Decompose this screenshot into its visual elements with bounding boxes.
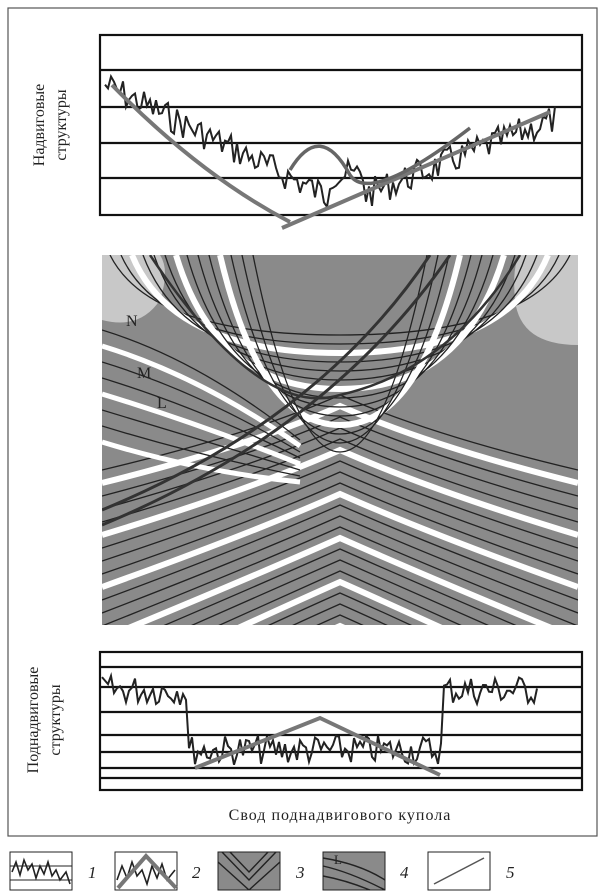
legend-inset-label: L [334, 852, 342, 867]
layer-line [230, 255, 450, 435]
layer-line [102, 460, 578, 549]
layer-line [252, 255, 428, 453]
legend-label: 1 [88, 863, 97, 882]
legend-label: 4 [400, 863, 409, 882]
layer-line [163, 548, 517, 625]
panel-label: Надвиговые [31, 84, 48, 166]
layer-line [102, 438, 578, 523]
layer-line [102, 377, 301, 459]
legend: 1 2 3 L 4 5 [9, 851, 515, 891]
legend-label: 5 [506, 863, 515, 882]
layer-line [102, 439, 301, 485]
legend-icon [433, 857, 485, 885]
layer-line [217, 255, 463, 429]
fault [102, 255, 452, 527]
top-panel: Надвиговые структуры [31, 33, 584, 230]
layer-line [102, 425, 301, 477]
layer-label: L [157, 395, 167, 412]
layer-line [102, 391, 301, 467]
panel-label: Поднадвиговые [25, 667, 42, 774]
layer-line [102, 329, 301, 441]
fault [102, 255, 432, 512]
layer-line [237, 578, 443, 625]
layer-line [197, 255, 483, 408]
layer-line [102, 482, 578, 575]
legend-label: 3 [295, 863, 305, 882]
layer-line [292, 603, 388, 625]
layer-line [102, 504, 578, 601]
layer-line [241, 255, 439, 444]
profile-line [104, 73, 556, 210]
cross-section: N M L [102, 255, 578, 625]
trend-line [281, 110, 551, 230]
layer-line [316, 614, 364, 625]
layer-line [102, 446, 578, 538]
layer-line [129, 255, 551, 357]
layer-line [102, 490, 578, 590]
legend-icon [322, 857, 386, 891]
legend-label: 2 [192, 863, 201, 882]
panel-label: структуры [47, 684, 64, 755]
bottom-panel: Поднадвиговые структуры Свод поднадвигов… [25, 650, 584, 824]
layer-line [102, 416, 578, 497]
layer-line [191, 559, 489, 625]
trend-line [288, 126, 472, 186]
legend-icon [116, 853, 178, 890]
layer-line [109, 255, 571, 336]
layer-line [102, 471, 578, 562]
bottom-box [98, 650, 584, 792]
layer-line [102, 409, 301, 471]
light-area [102, 255, 165, 323]
legend-icon [217, 851, 281, 891]
layer-line [102, 402, 578, 486]
layer-line [173, 255, 507, 393]
layer-line [102, 526, 578, 625]
layer-line [102, 515, 578, 614]
figure-frame [7, 7, 598, 837]
layer-line [267, 592, 413, 625]
panel-label: структуры [53, 89, 70, 160]
layer-line [208, 255, 472, 417]
layer-label: M [137, 365, 151, 382]
trend-line [194, 715, 441, 777]
fault [148, 255, 522, 400]
caption: Свод поднадвигового купола [229, 807, 452, 824]
layer-line [153, 255, 527, 372]
layer-line [217, 570, 463, 625]
profile-line [101, 672, 538, 766]
layer-line [102, 361, 301, 453]
trend-line [110, 83, 291, 224]
light-area [514, 255, 578, 345]
layer-label: N [126, 313, 138, 330]
layer-line [128, 534, 552, 625]
